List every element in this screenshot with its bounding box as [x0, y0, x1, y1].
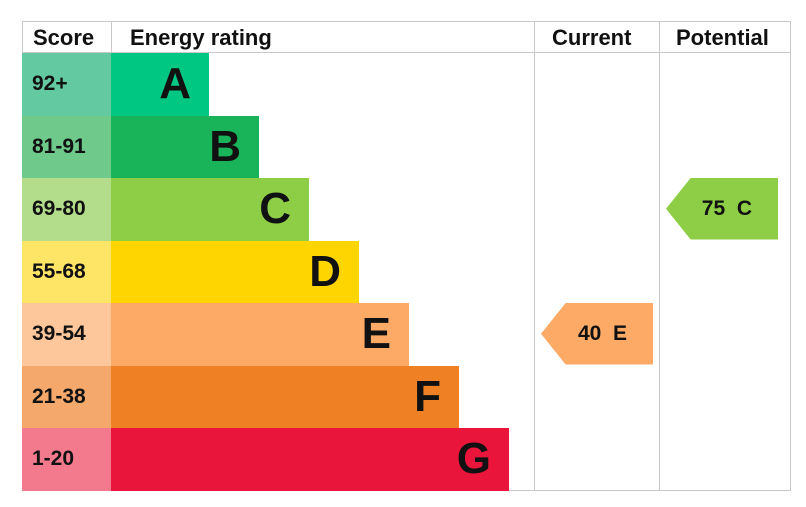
- score-range-e: 39-54: [22, 303, 111, 366]
- rating-bar-f: F: [111, 365, 459, 428]
- potential-rating-arrow: 75 C: [666, 178, 778, 240]
- rating-bar-d: D: [111, 240, 359, 303]
- rating-bar-e: E: [111, 303, 409, 366]
- rating-bar-b: B: [111, 115, 259, 178]
- current-rating-arrow: 40 E: [541, 303, 653, 365]
- grid-line: [22, 21, 791, 22]
- header-current: Current: [552, 25, 632, 50]
- score-range-g: 1-20: [22, 428, 111, 491]
- grid-line: [534, 21, 535, 491]
- rating-bar-c: C: [111, 178, 309, 241]
- score-range-a: 92+: [22, 53, 111, 116]
- grid-line: [111, 21, 112, 53]
- grid-line: [22, 490, 791, 491]
- rating-bar-a: A: [111, 53, 209, 116]
- grid-line: [22, 52, 791, 53]
- header-score: Score: [33, 25, 95, 50]
- score-range-f: 21-38: [22, 365, 111, 428]
- rating-bar-g: G: [111, 428, 509, 491]
- grid-line: [790, 21, 791, 491]
- header-energy-rating: Energy rating: [130, 25, 272, 50]
- header-potential: Potential: [676, 25, 769, 50]
- score-range-d: 55-68: [22, 240, 111, 303]
- grid-line: [659, 21, 660, 491]
- score-range-b: 81-91: [22, 115, 111, 178]
- score-range-c: 69-80: [22, 178, 111, 241]
